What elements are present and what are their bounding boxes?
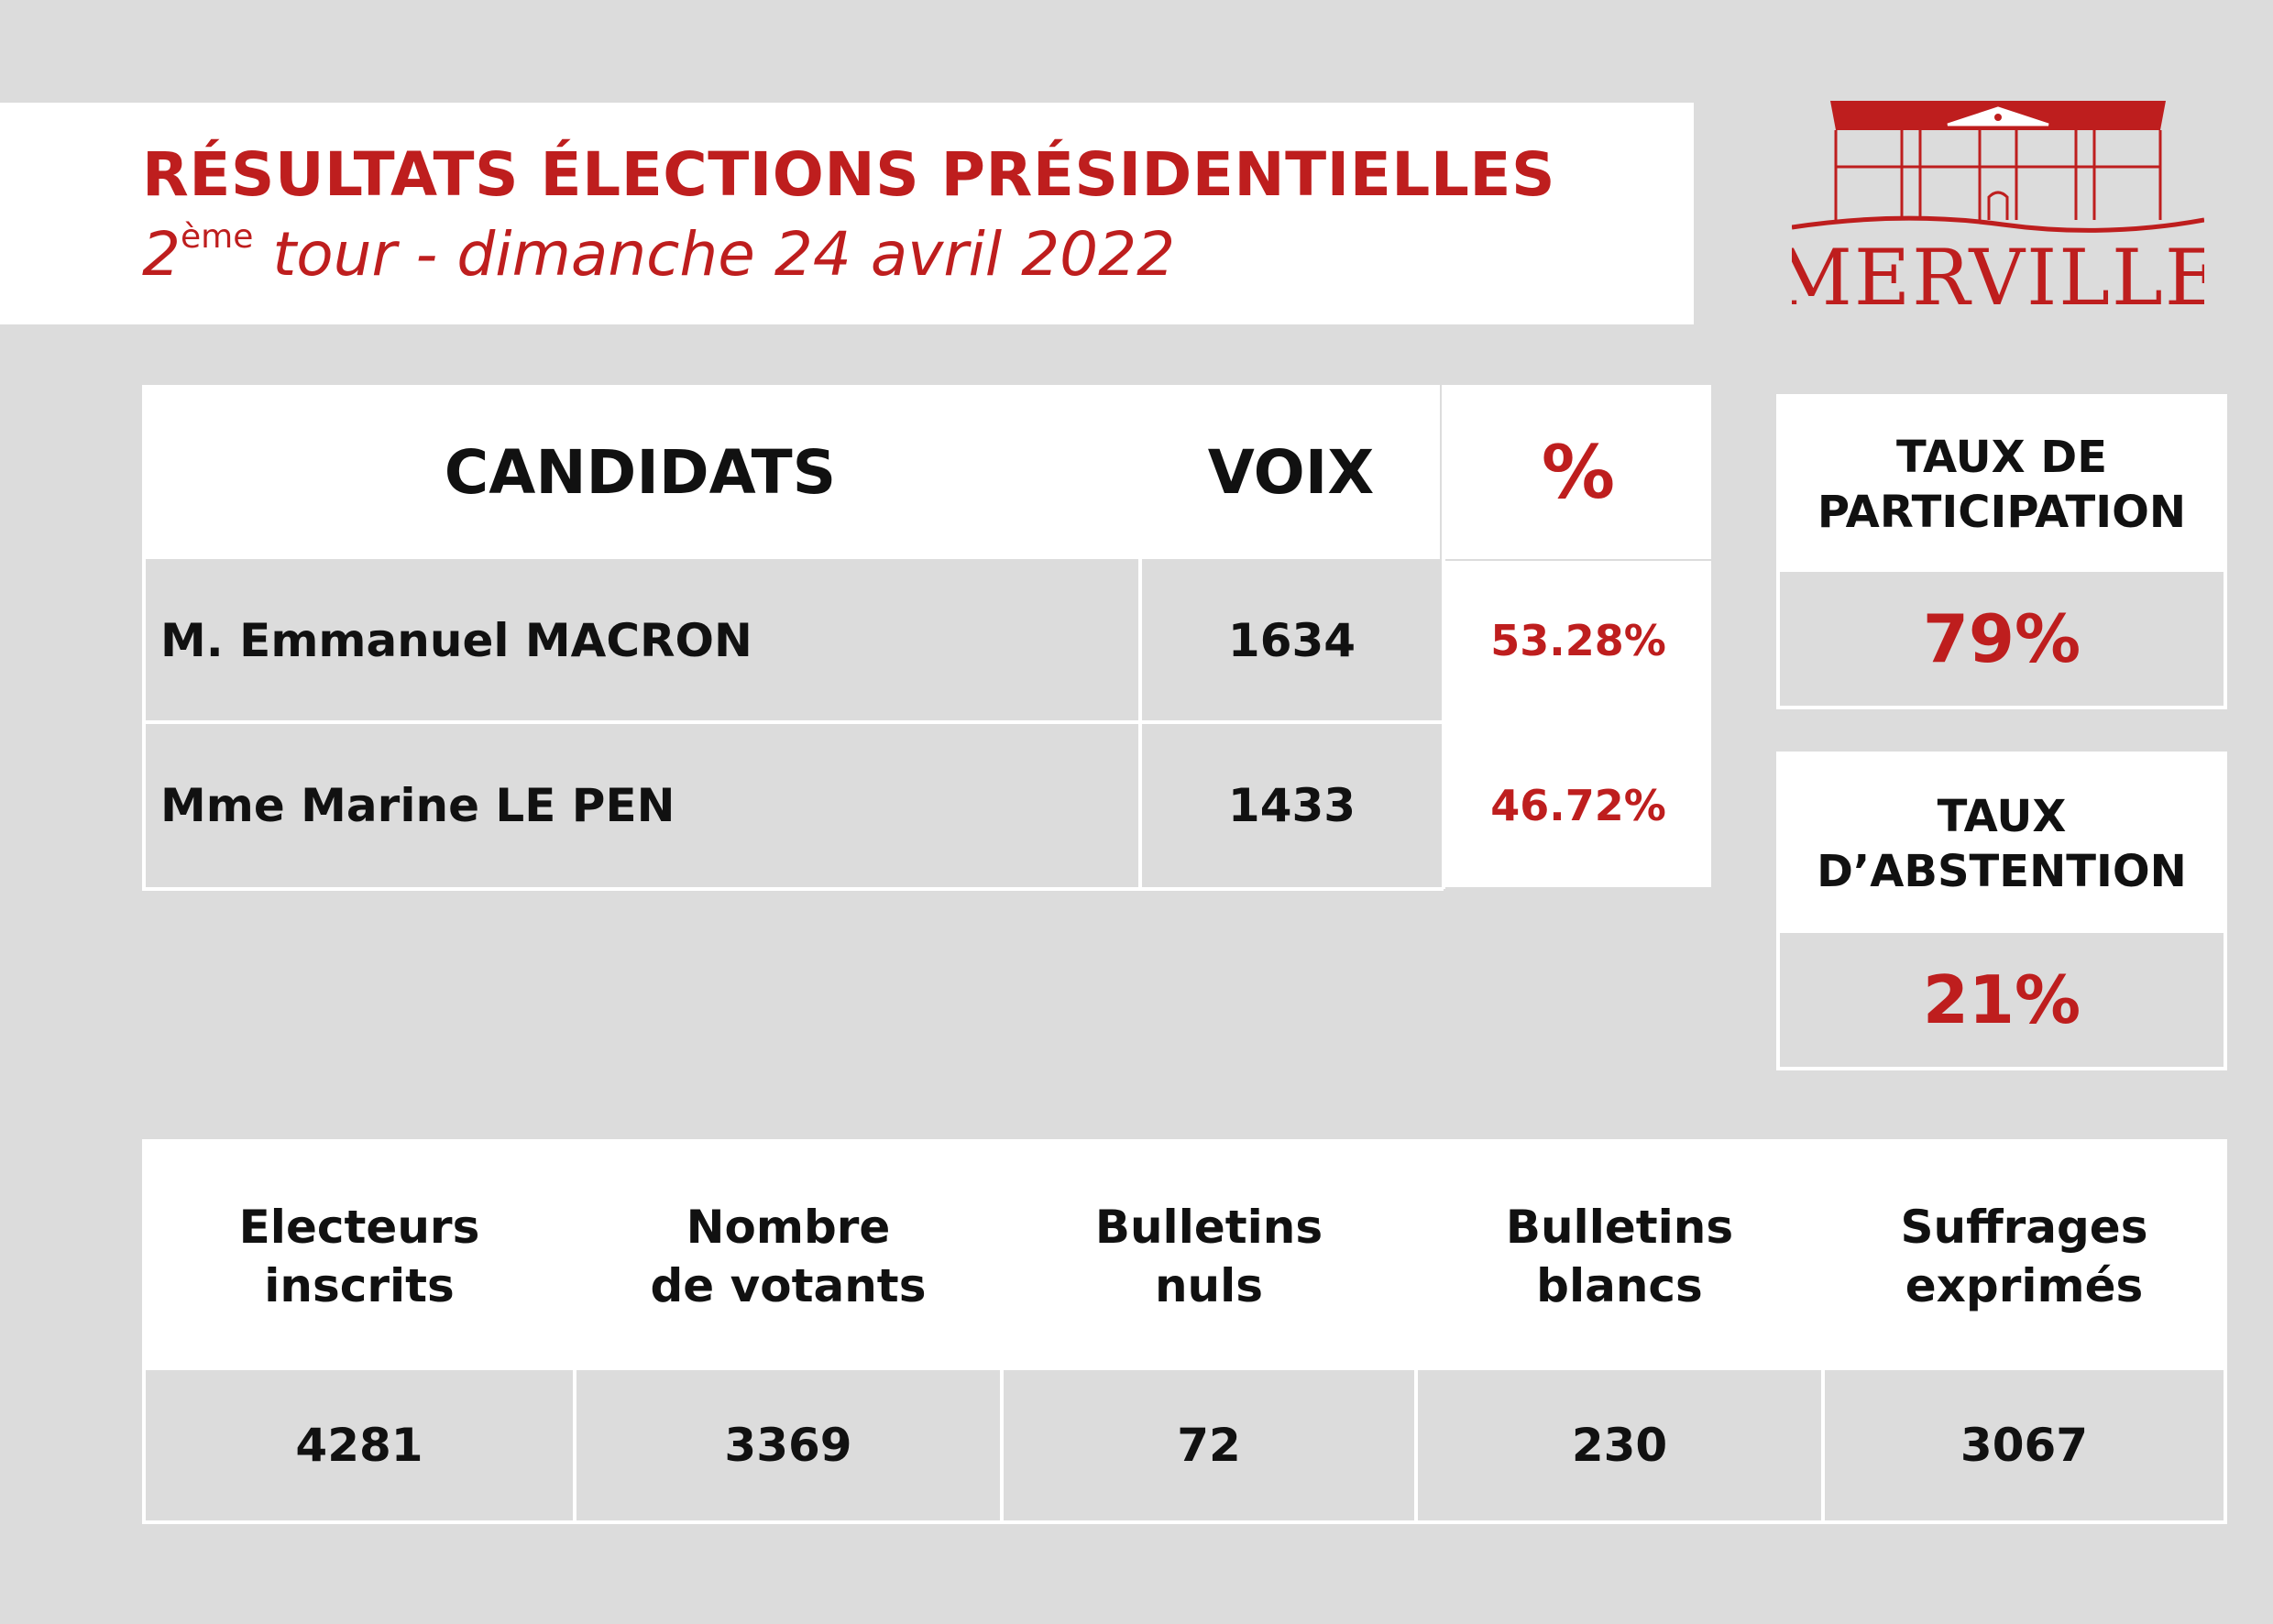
stat-label: Bulletins nuls (1004, 1143, 1414, 1370)
stat-column: Bulletins blancs 230 (1418, 1143, 1821, 1520)
subtitle-superscript: ème (181, 218, 254, 256)
header-candidates: CANDIDATS (142, 385, 1138, 559)
abstention-box: TAUX D’ABSTENTION 21% (1776, 752, 2227, 1070)
subtitle-round-number: 2 (142, 219, 181, 290)
candidate-percent: 53.28% (1445, 561, 1711, 720)
merville-logo: MERVILLE (1773, 101, 2221, 323)
logo-text: MERVILLE (1792, 233, 2204, 316)
stat-value: 3067 (1825, 1370, 2224, 1520)
table-divider (1414, 1143, 1418, 1520)
stat-label-line2: nuls (1154, 1259, 1264, 1312)
participation-value: 79% (1780, 572, 2224, 706)
table-divider (1000, 1143, 1004, 1520)
stat-label-line1: Electeurs (238, 1201, 480, 1254)
table-divider (142, 720, 1711, 724)
stat-column: Suffrages exprimés 3067 (1825, 1143, 2224, 1520)
stat-label: Suffrages exprimés (1825, 1143, 2224, 1370)
abstention-label: TAUX D’ABSTENTION (1780, 755, 2224, 933)
participation-box: TAUX DE PARTICIPATION 79% (1776, 394, 2227, 709)
stat-label: Nombre de votants (576, 1143, 1000, 1370)
town-hall-icon: MERVILLE (1773, 101, 2221, 323)
table-divider (573, 1143, 576, 1520)
title-banner: RÉSULTATS ÉLECTIONS PRÉSIDENTIELLES 2ème… (0, 103, 1694, 324)
stat-label-line2: blancs (1536, 1259, 1703, 1312)
stat-column: Nombre de votants 3369 (576, 1143, 1000, 1520)
page-title: RÉSULTATS ÉLECTIONS PRÉSIDENTIELLES (142, 139, 1556, 210)
participation-label-line2: PARTICIPATION (1817, 487, 2187, 538)
stat-value: 4281 (146, 1370, 573, 1520)
stat-column: Electeurs inscrits 4281 (146, 1143, 573, 1520)
candidate-votes: 1634 (1142, 561, 1442, 720)
stat-label-line2: de votants (650, 1259, 927, 1312)
subtitle-date: tour - dimanche 24 avril 2022 (253, 219, 1176, 290)
abstention-label-line2: D’ABSTENTION (1817, 846, 2187, 897)
stat-value: 3369 (576, 1370, 1000, 1520)
candidate-percent: 46.72% (1445, 724, 1711, 887)
stat-label: Electeurs inscrits (146, 1143, 573, 1370)
stat-label: Bulletins blancs (1418, 1143, 1821, 1370)
table-divider (142, 559, 146, 889)
table-divider (1442, 385, 1445, 889)
table-divider (1821, 1143, 1825, 1520)
table-divider (1138, 385, 1142, 889)
stat-label-line2: inscrits (264, 1259, 455, 1312)
stat-label-line1: Bulletins (1505, 1201, 1734, 1254)
stat-label-line1: Suffrages (1900, 1201, 2148, 1254)
stat-value: 72 (1004, 1370, 1414, 1520)
page-subtitle: 2ème tour - dimanche 24 avril 2022 (142, 218, 1175, 290)
abstention-label-line1: TAUX (1937, 791, 2067, 842)
candidate-votes: 1433 (1142, 724, 1442, 887)
statistics-table: Electeurs inscrits 4281 Nombre de votants … (142, 1139, 2227, 1524)
stat-label-line1: Bulletins (1094, 1201, 1323, 1254)
participation-label: TAUX DE PARTICIPATION (1780, 398, 2224, 572)
abstention-value: 21% (1780, 933, 2224, 1067)
candidate-name: Mme Marine LE PEN (142, 724, 1138, 887)
stat-column: Bulletins nuls 72 (1004, 1143, 1414, 1520)
stat-value: 230 (1418, 1370, 1821, 1520)
participation-label-line1: TAUX DE (1895, 432, 2107, 483)
stat-label-line1: Nombre (686, 1201, 891, 1254)
candidate-name: M. Emmanuel MACRON (142, 561, 1138, 720)
stat-label-line2: exprimés (1905, 1259, 2144, 1312)
table-divider (142, 887, 1444, 891)
header-percent: % (1445, 385, 1711, 559)
header-votes: VOIX (1142, 385, 1440, 559)
